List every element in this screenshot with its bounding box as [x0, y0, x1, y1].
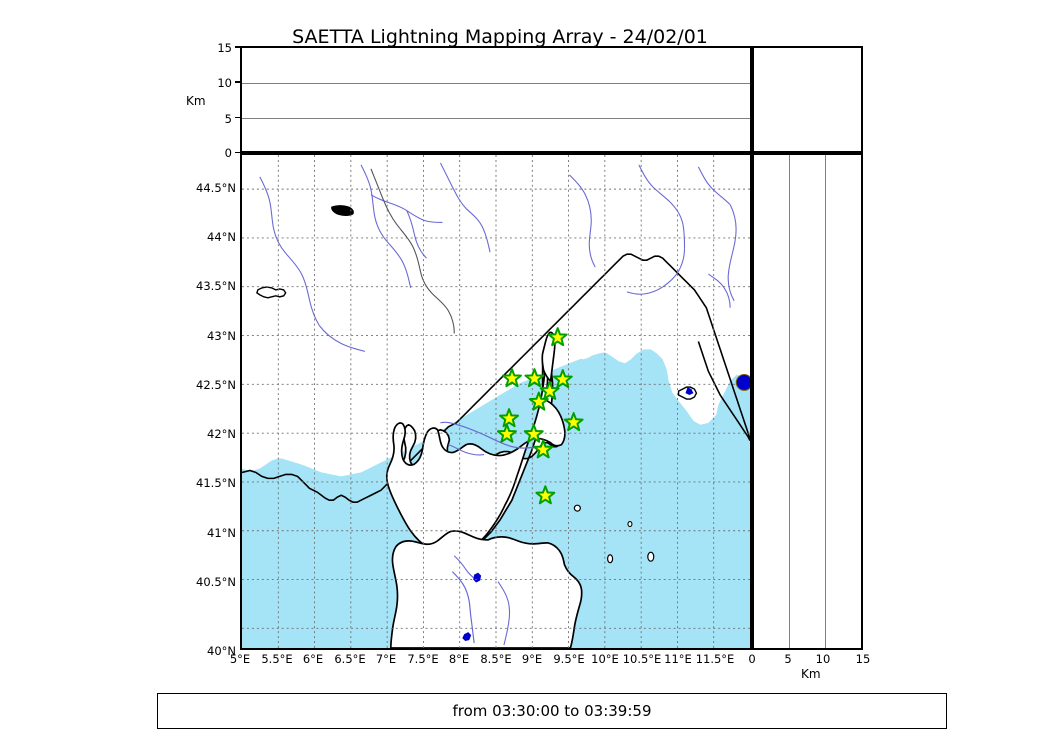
station-star-7[interactable] [563, 412, 584, 432]
axis-label-km-horizontal: Km [801, 667, 821, 681]
xtick-right-km-10: 10 [815, 652, 831, 666]
altitude-longitude-panel[interactable] [240, 46, 752, 153]
landmass-liguria [242, 155, 750, 477]
xtick-lon-11: 11°E [664, 652, 692, 666]
ytick-top-5: 5 [224, 112, 232, 126]
tickmark-top-15 [235, 46, 240, 48]
ytick-lat-44_5: 44.5°N [196, 181, 236, 195]
ytick-lat-42: 42°N [207, 427, 236, 441]
xtick-right-km-5: 5 [784, 652, 792, 666]
xtick-lon-10: 10°E [591, 652, 619, 666]
xtick-lon-11_5: 11.5°E [695, 652, 735, 666]
map-graphic [242, 155, 750, 648]
xtick-lon-9_5: 9.5°E [553, 652, 585, 666]
station-markers[interactable] [496, 327, 584, 505]
station-star-4[interactable] [539, 380, 560, 400]
event-markers[interactable] [735, 374, 750, 391]
gridline-km-10 [242, 82, 750, 84]
xtick-right-km-15: 15 [855, 652, 871, 666]
coastline-tuscany [697, 341, 750, 442]
xtick-lon-6: 6°E [302, 652, 324, 666]
altitude-latitude-panel[interactable] [752, 153, 863, 650]
station-star-5[interactable] [528, 391, 549, 411]
lagoon-etang-de-berre [331, 205, 354, 217]
xtick-lon-7_5: 7.5°E [407, 652, 439, 666]
station-star-2[interactable] [524, 368, 545, 388]
map-panel[interactable] [240, 153, 752, 650]
xtick-lon-10_5: 10.5°E [622, 652, 662, 666]
island-pianosa [607, 554, 614, 564]
ytick-lat-42_5: 42.5°N [196, 378, 236, 392]
ytick-lat-40_5: 40.5°N [196, 575, 236, 589]
gridline-right-km-5 [789, 155, 791, 648]
river-golo [440, 421, 536, 449]
island-islet-small [627, 520, 633, 528]
river-coghinas [453, 555, 476, 580]
xtick-lon-8: 8°E [448, 652, 470, 666]
island-capraia [647, 551, 655, 562]
ytick-lat-40: 40°N [207, 644, 236, 658]
station-star-11[interactable] [535, 485, 556, 505]
station-star-8[interactable] [496, 423, 517, 443]
xtick-lon-6_5: 6.5°E [334, 652, 366, 666]
map-gridlines [242, 155, 750, 648]
tickmark-top-0 [235, 151, 240, 154]
lake-omodeo [473, 572, 482, 583]
gridline-km-5 [242, 118, 750, 120]
ytick-lat-44: 44°N [207, 230, 236, 244]
ytick-lat-41: 41°N [207, 526, 236, 540]
ytick-lat-43: 43°N [207, 329, 236, 343]
xtick-lon-7: 7°E [375, 652, 397, 666]
ytick-top-15: 15 [217, 41, 232, 55]
coastline-mediterranean-north [242, 253, 750, 503]
gridline-right-km-10 [825, 155, 826, 648]
island-sardinia [389, 530, 583, 648]
station-star-10[interactable] [533, 439, 554, 459]
xtick-lon-8_5: 8.5°E [480, 652, 512, 666]
event-dot-0[interactable] [735, 374, 750, 391]
river-flumendosa [497, 581, 511, 646]
river-tirso [451, 571, 475, 644]
status-bar[interactable]: from 03:30:00 to 03:39:59 [157, 693, 947, 729]
tickmark-top-10 [235, 81, 240, 83]
xtick-lon-9: 9°E [521, 652, 543, 666]
axis-label-km-vertical: Km [186, 94, 206, 108]
lake-flumendosa [462, 632, 472, 642]
station-star-3[interactable] [552, 369, 573, 389]
corner-panel[interactable] [752, 46, 863, 153]
station-star-6[interactable] [499, 408, 520, 428]
ytick-lat-43_5: 43.5°N [196, 279, 236, 293]
xtick-lon-5_5: 5.5°E [261, 652, 293, 666]
tickmark-top-5 [235, 116, 240, 119]
station-star-1[interactable] [502, 368, 522, 388]
page-title: SAETTA Lightning Mapping Array - 24/02/0… [292, 26, 708, 48]
ytick-lat-41_5: 41.5°N [196, 476, 236, 490]
station-star-9[interactable] [523, 423, 544, 443]
ytick-top-10: 10 [217, 76, 232, 90]
ytick-top-0: 0 [224, 146, 232, 160]
status-text: from 03:30:00 to 03:39:59 [452, 702, 652, 720]
island-gorgona [573, 504, 581, 512]
xtick-right-km-0: 0 [748, 652, 756, 666]
border-france-italy [370, 168, 455, 334]
xtick-lon-5: 5°E [229, 652, 251, 666]
river-tavignano [448, 444, 485, 456]
rivers-mainland [259, 162, 737, 352]
station-star-0[interactable] [547, 327, 568, 347]
